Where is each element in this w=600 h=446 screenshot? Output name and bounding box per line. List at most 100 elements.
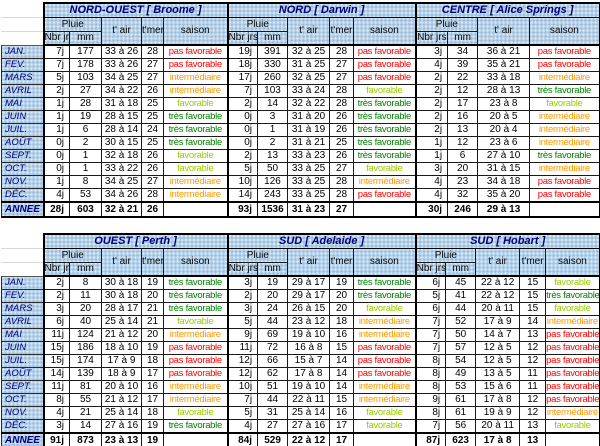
cell-num: 20 — [257, 289, 289, 303]
cell-num: 20 — [329, 289, 355, 303]
cell-num: 33 à 25 — [287, 188, 331, 203]
cell-num: 44 — [445, 302, 477, 316]
column-header-pluie: Pluie — [414, 16, 479, 32]
year-nbr: 87j — [414, 432, 447, 446]
cell-num: 1 — [257, 123, 289, 137]
cell-num: 31 à 21 — [287, 136, 331, 150]
cell-nbr: 2j — [414, 110, 449, 124]
cell-num: 31 à 19 — [287, 123, 331, 137]
saison-value: très favorable — [162, 302, 229, 316]
month-label: SEPT. — [1, 380, 44, 394]
header-row-groups: Pluie t' air t'mer saison Pluie t' air t… — [1, 247, 600, 277]
column-header-mm: mm — [257, 30, 289, 46]
cell-num: 32 à 22 — [287, 97, 331, 111]
cell-num: 41 — [445, 289, 477, 303]
cell-num: 14 — [329, 380, 355, 394]
saison-value: intermédiaire — [353, 380, 417, 394]
cell-num: 19 — [141, 341, 164, 355]
saison-value: favorable — [545, 302, 600, 316]
cell-num: 17 — [447, 97, 479, 111]
cell-num: 24 — [257, 302, 289, 316]
year-num: 32 à 21 — [101, 201, 142, 218]
cell-num: 61 — [445, 406, 477, 420]
cell-nbr: 19j — [226, 44, 259, 59]
saison-value: favorable — [545, 275, 600, 290]
cell-nbr: 5j — [226, 315, 259, 329]
saison-value: pas favorable — [353, 58, 417, 72]
column-header-saison: saison — [353, 247, 417, 277]
cell-num: 21 — [141, 302, 164, 316]
table-row: JUIN 1j 19 28 à 15 25 très favorable 0j 3 31 à 2… — [1, 110, 600, 124]
cell-num: 57 — [445, 341, 477, 355]
cell-num: 20 à 11 — [475, 302, 521, 316]
column-header-mm: mm — [257, 261, 289, 277]
cell-num: 31 à 15 — [477, 162, 531, 176]
cell-nbr: 8j — [414, 367, 447, 381]
cell-nbr: 9j — [414, 393, 447, 407]
saison-value: très favorable — [162, 136, 229, 150]
cell-num: 51 — [257, 380, 289, 394]
saison-value: intermédiaire — [545, 315, 600, 329]
month-label: OCT. — [1, 162, 44, 176]
cell-num: 103 — [257, 84, 289, 98]
cell-num: 15 — [519, 289, 547, 303]
cell-num: 34 — [447, 44, 479, 59]
cell-num: 25 — [141, 136, 164, 150]
saison-value: pas favorable — [162, 367, 229, 381]
year-num: 22 à 12 — [287, 432, 331, 446]
cell-num: 34 à 18 — [477, 175, 531, 189]
cell-num: 33 à 25 — [287, 162, 331, 176]
saison-value: très favorable — [353, 97, 417, 111]
cell-num: 33 à 25 — [287, 175, 331, 189]
saison-value: intermédiaire — [162, 328, 229, 342]
month-label: AOÛT — [1, 367, 44, 381]
saison-value: intermédiaire — [529, 71, 600, 85]
table-row: JUIN 15j 186 18 à 10 19 pas favorable 11j 72 16 … — [1, 341, 600, 355]
cell-nbr: 5j — [226, 162, 259, 176]
cell-num: 44 — [257, 315, 289, 329]
cell-num: 28 à 14 — [101, 123, 142, 137]
cell-num: 27 — [329, 71, 355, 85]
saison-value: pas favorable — [353, 44, 417, 59]
corner-cell — [1, 30, 44, 46]
column-header-pluie: Pluie — [226, 247, 289, 263]
cell-nbr: 2j — [226, 97, 259, 111]
saison-value: pas favorable — [353, 354, 417, 368]
cell-num: 19 — [141, 275, 164, 290]
cell-num: 13 — [519, 419, 547, 434]
cell-nbr: 7j — [414, 419, 447, 434]
cell-nbr: 14j — [226, 188, 259, 203]
cell-num: 26 — [141, 149, 164, 163]
cell-nbr: 3j — [42, 302, 70, 316]
saison-value: très favorable — [162, 275, 229, 290]
cell-nbr: 4j — [414, 58, 449, 72]
cell-num: 56 — [445, 419, 477, 434]
cell-nbr: 18j — [226, 58, 259, 72]
saison-value: favorable — [353, 406, 417, 420]
year-num: 623 — [445, 432, 477, 446]
month-label: MARS — [1, 71, 44, 85]
year-num: 1536 — [257, 201, 289, 218]
cell-num: 27 — [141, 58, 164, 72]
cell-num: 26 — [329, 149, 355, 163]
cell-nbr: 2j — [414, 84, 449, 98]
header-row-subcolumns: Nbr jrs mm Nbr jrs mm Nbr jrs mm — [1, 30, 600, 46]
cell-num: 81 — [69, 380, 102, 394]
cell-num: 52 — [445, 315, 477, 329]
month-label: MAI — [1, 328, 44, 342]
cell-nbr: 5j — [226, 406, 259, 420]
cell-nbr: 3j — [414, 44, 449, 59]
cell-num: 27 à 16 — [101, 419, 142, 434]
cell-num: 12 — [519, 393, 547, 407]
cell-nbr: 8j — [414, 380, 447, 394]
cell-num: 16 — [141, 380, 164, 394]
saison-value: très favorable — [162, 419, 229, 434]
year-saison-empty — [162, 201, 229, 218]
cell-num: 31 à 18 — [101, 97, 142, 111]
table-row: NOV. 1j 8 34 à 25 27 intermédiaire 10j 126 33 à … — [1, 175, 600, 189]
cell-num: 23 à 6 — [477, 136, 531, 150]
cell-num: 33 à 24 — [287, 84, 331, 98]
cell-num: 62 — [257, 367, 289, 381]
saison-value: favorable — [353, 162, 417, 176]
saison-value: favorable — [162, 149, 229, 163]
